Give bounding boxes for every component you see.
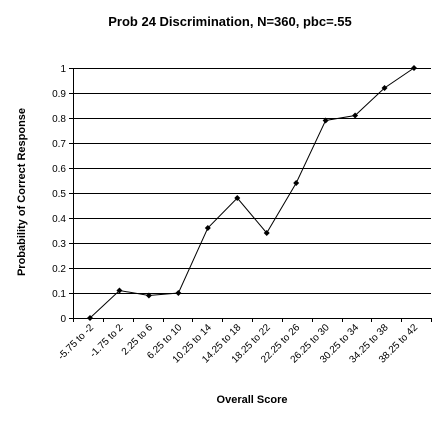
x-axis-title: Overall Score [217, 394, 288, 406]
data-point-7 [293, 180, 300, 186]
data-point-4 [204, 225, 211, 231]
y-tick-label-5: 0.5 [52, 189, 66, 200]
series-line [89, 67, 415, 319]
y-tick-label-6: 0.6 [52, 164, 66, 175]
y-tick-label-7: 0.7 [52, 139, 66, 150]
y-tick-label-0: 0 [60, 314, 66, 325]
data-point-3 [175, 290, 182, 296]
label-layer: 0 0.1 0.2 0.3 0.4 0.5 0.6 0.7 0.8 0.9 1 -5.75 to -2… [52, 64, 420, 366]
data-point-6 [263, 230, 270, 236]
chart-title: Prob 24 Discrimination, N=360, pbc=.55 [108, 14, 351, 29]
y-axis-title: Probability of Correct Response [16, 108, 28, 276]
series-layer [87, 65, 417, 321]
grid-layer [73, 68, 431, 294]
x-tick-label-0: -5.75 to -2 [56, 322, 96, 362]
data-point-8 [322, 117, 329, 124]
data-point-10 [381, 85, 388, 91]
y-tick-label-3: 0.3 [52, 239, 66, 250]
axis-layer [69, 68, 432, 322]
data-point-0 [87, 315, 93, 321]
y-tick-label-2: 0.2 [52, 264, 66, 275]
y-tick-label-10: 1 [60, 64, 66, 75]
y-tick-label-8: 0.8 [52, 114, 66, 125]
y-tick-label-4: 0.4 [52, 214, 66, 225]
data-point-5 [234, 195, 241, 201]
y-tick-label-1: 0.1 [52, 289, 66, 300]
data-point-11 [411, 65, 417, 71]
data-point-2 [145, 292, 152, 299]
data-point-9 [352, 112, 359, 119]
data-point-1 [116, 287, 123, 294]
y-tick-label-9: 0.9 [52, 89, 66, 100]
